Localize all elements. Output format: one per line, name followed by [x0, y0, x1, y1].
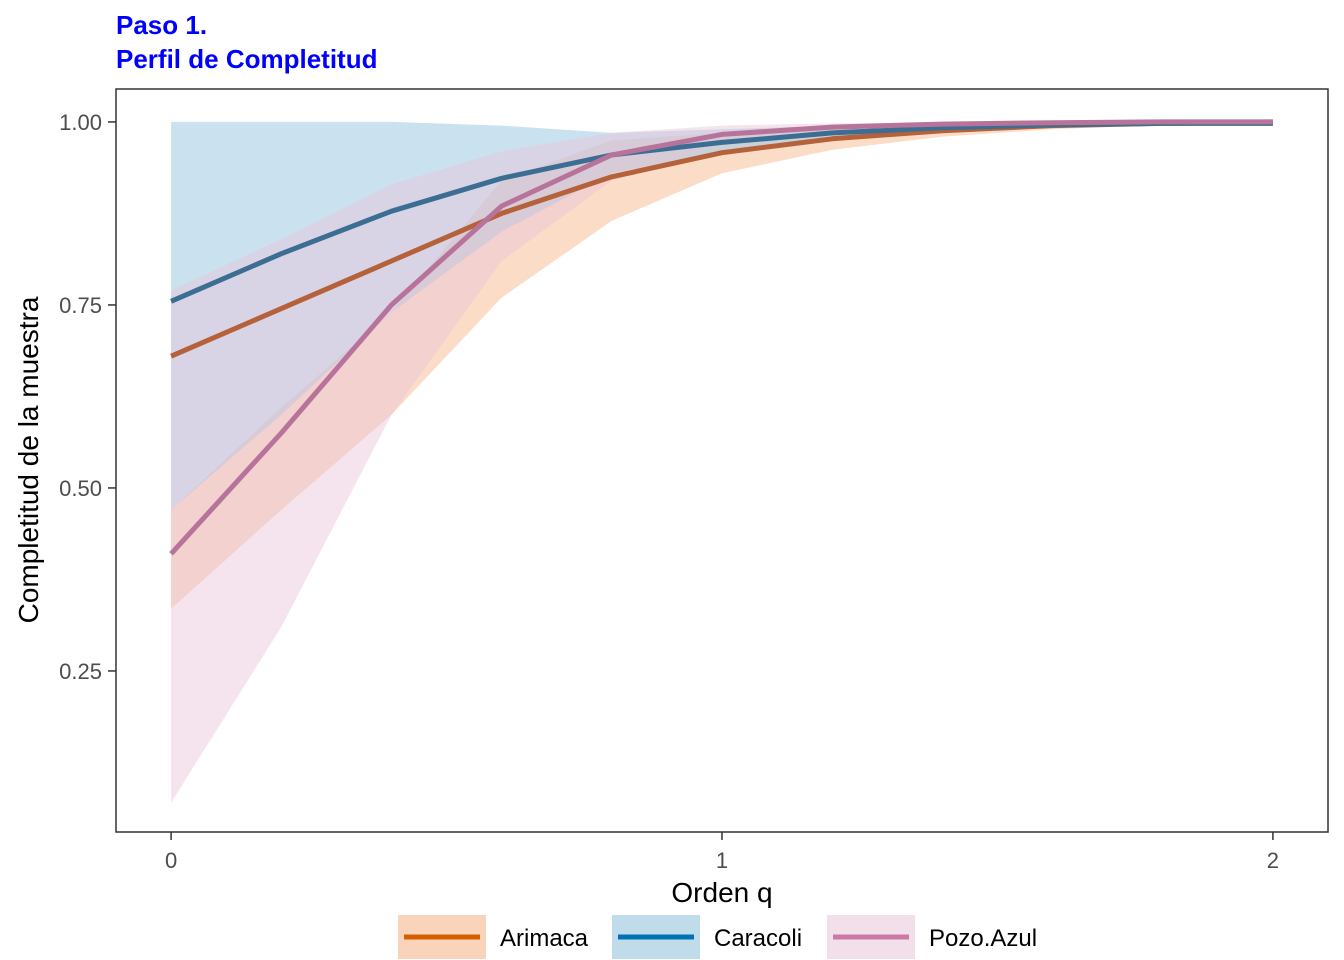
y-tick-label: 1.00 — [59, 110, 102, 135]
y-axis-title: Completitud de la muestra — [13, 296, 44, 623]
y-tick-label: 0.75 — [59, 293, 102, 318]
line-pozo-azul — [169, 119, 1273, 556]
legend-label-arimaca: Arimaca — [500, 925, 589, 952]
x-axis-title: Orden q — [671, 877, 772, 908]
confidence-bands — [171, 121, 1273, 803]
legend-label-caracoli: Caracoli — [714, 925, 802, 952]
x-axis: 0 1 2 — [165, 832, 1279, 873]
legend: Arimaca Caracoli Pozo.Azul — [398, 915, 1037, 959]
y-axis: 0.25 0.50 0.75 1.00 — [59, 110, 116, 684]
band-caracoli — [171, 121, 1273, 510]
x-tick-label: 2 — [1267, 848, 1279, 873]
chart-title-line2: Perfil de Completitud — [116, 44, 378, 74]
band-arimaca — [171, 121, 1273, 609]
legend-label-pozo-azul: Pozo.Azul — [929, 925, 1037, 952]
band-pozo-azul — [171, 121, 1273, 803]
x-tick-label: 1 — [716, 848, 728, 873]
chart-title-line1: Paso 1. — [116, 10, 208, 40]
y-tick-label: 0.50 — [59, 476, 102, 501]
x-tick-label: 0 — [165, 848, 177, 873]
series-lines — [169, 119, 1273, 556]
y-tick-label: 0.25 — [59, 659, 102, 684]
